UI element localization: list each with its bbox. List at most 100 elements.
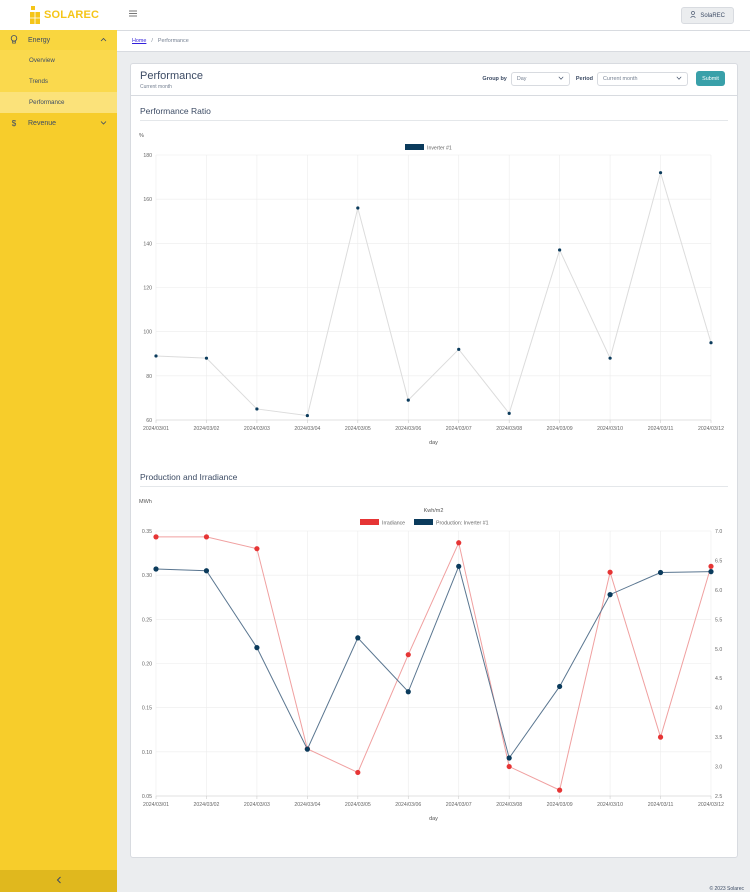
y2-tick-label: 7.0: [715, 529, 722, 535]
y2-tick-label: 4.0: [715, 706, 722, 712]
sidebar-item-label: Trends: [29, 78, 49, 85]
sidebar-collapse-button[interactable]: [0, 870, 117, 892]
sidebar-item-label: Performance: [29, 99, 65, 106]
performance-ratio-title: Performance Ratio: [140, 106, 211, 116]
y-axis-label: MWh: [139, 499, 152, 505]
y2-tick-label: 4.5: [715, 676, 722, 682]
y-tick-label: 140: [143, 241, 152, 247]
sidebar-item-overview[interactable]: Overview: [0, 50, 117, 71]
legend-swatch: [360, 519, 379, 525]
y-tick-label: 80: [146, 374, 152, 380]
x-tick-label: 2024/03/04: [294, 426, 320, 432]
group-by-select[interactable]: Day: [510, 71, 570, 86]
breadcrumb: Home / Performance: [117, 31, 750, 52]
chevron-down-icon: [100, 120, 107, 127]
x-tick-label: 2024/03/11: [648, 426, 674, 432]
x-tick-label: 2024/03/10: [597, 426, 623, 432]
data-point: [506, 755, 512, 761]
y-tick-label: 0.15: [142, 706, 152, 712]
data-point: [557, 787, 563, 793]
production-irradiance-title: Production and Irradiance: [140, 472, 238, 482]
data-point: [708, 569, 714, 575]
card-header: Performance Current month Group by Day P…: [131, 64, 737, 96]
data-point: [254, 645, 260, 651]
section-divider: [140, 486, 728, 487]
data-point: [203, 568, 210, 574]
data-point: [658, 171, 663, 175]
x-tick-label: 2024/03/09: [547, 802, 573, 808]
group-by-value: Day: [516, 75, 527, 82]
data-point: [355, 635, 361, 641]
sidebar-item-performance[interactable]: Performance: [0, 92, 117, 113]
x-tick-label: 2024/03/08: [496, 802, 522, 808]
submit-button[interactable]: Submit: [696, 71, 725, 86]
data-point: [709, 341, 713, 345]
y-tick-label: 120: [143, 286, 152, 292]
data-point: [507, 411, 511, 415]
sidebar-group-revenue[interactable]: $ Revenue: [0, 113, 117, 133]
data-point: [204, 356, 209, 360]
legend-swatch: [414, 519, 433, 525]
chevron-down-icon: [676, 76, 682, 82]
chevron-down-icon: [558, 76, 564, 82]
data-point: [304, 746, 310, 752]
data-point: [457, 347, 461, 351]
y-tick-label: 0.05: [142, 794, 152, 800]
brand[interactable]: SOLAREC: [0, 0, 117, 30]
brand-name: SOLAREC: [44, 9, 100, 21]
y2-tick-label: 6.0: [715, 588, 722, 594]
data-point: [558, 248, 562, 252]
solar-panel-logo-icon: [30, 6, 42, 24]
x-tick-label: 2024/03/05: [345, 802, 371, 808]
y2-tick-label: 2.5: [715, 794, 722, 800]
sidebar-item-trends[interactable]: Trends: [0, 71, 117, 92]
user-menu-button[interactable]: SolaREC: [681, 7, 734, 24]
x-tick-label: 2024/03/05: [345, 426, 371, 432]
footer-copyright: © 2023 Solarec: [709, 886, 744, 892]
page-subtitle: Current month: [140, 84, 172, 90]
data-point: [305, 413, 309, 418]
dollar-icon: $: [11, 118, 17, 128]
group-by-label: Group by: [482, 75, 507, 82]
breadcrumb-home-link[interactable]: Home: [132, 38, 147, 44]
y-tick-label: 100: [143, 330, 152, 336]
x-axis-label: day: [429, 440, 438, 446]
data-point: [607, 592, 613, 598]
hamburger-icon[interactable]: [129, 9, 137, 20]
data-point: [405, 689, 411, 695]
data-point: [657, 569, 664, 576]
section-divider: [140, 120, 728, 121]
period-select[interactable]: Current month: [597, 71, 688, 86]
data-point: [506, 763, 512, 770]
y-tick-label: 0.30: [142, 573, 152, 579]
data-point: [608, 356, 612, 360]
series-line: [155, 170, 712, 417]
sidebar-group-energy[interactable]: Energy: [0, 30, 117, 50]
data-point: [708, 563, 714, 569]
chevron-up-icon: [100, 37, 107, 44]
x-axis-label: day: [429, 816, 438, 822]
x-tick-label: 2024/03/04: [294, 802, 320, 808]
data-point: [255, 407, 259, 411]
x-tick-label: 2024/03/12: [698, 802, 724, 808]
legend-label: Production: Inverter #1: [436, 521, 489, 527]
x-tick-label: 2024/03/02: [193, 802, 219, 808]
data-point: [607, 569, 613, 575]
chevron-left-icon: [56, 876, 62, 886]
y2-tick-label: 5.0: [715, 647, 722, 653]
data-point: [456, 540, 462, 546]
y2-tick-label: 3.0: [715, 765, 722, 771]
y2-tick-label: 3.5: [715, 735, 722, 741]
period-label: Period: [575, 75, 593, 82]
y-tick-label: 0.10: [142, 750, 152, 756]
y-tick-label: 0.25: [142, 617, 152, 623]
x-tick-label: 2024/03/07: [446, 426, 472, 432]
x-tick-label: 2024/03/01: [143, 802, 169, 808]
x-tick-label: 2024/03/03: [244, 426, 270, 432]
data-point: [356, 206, 360, 210]
x-tick-label: 2024/03/10: [597, 802, 623, 808]
x-tick-label: 2024/03/06: [395, 802, 421, 808]
y-tick-label: 0.20: [142, 662, 152, 668]
data-point: [154, 354, 158, 358]
